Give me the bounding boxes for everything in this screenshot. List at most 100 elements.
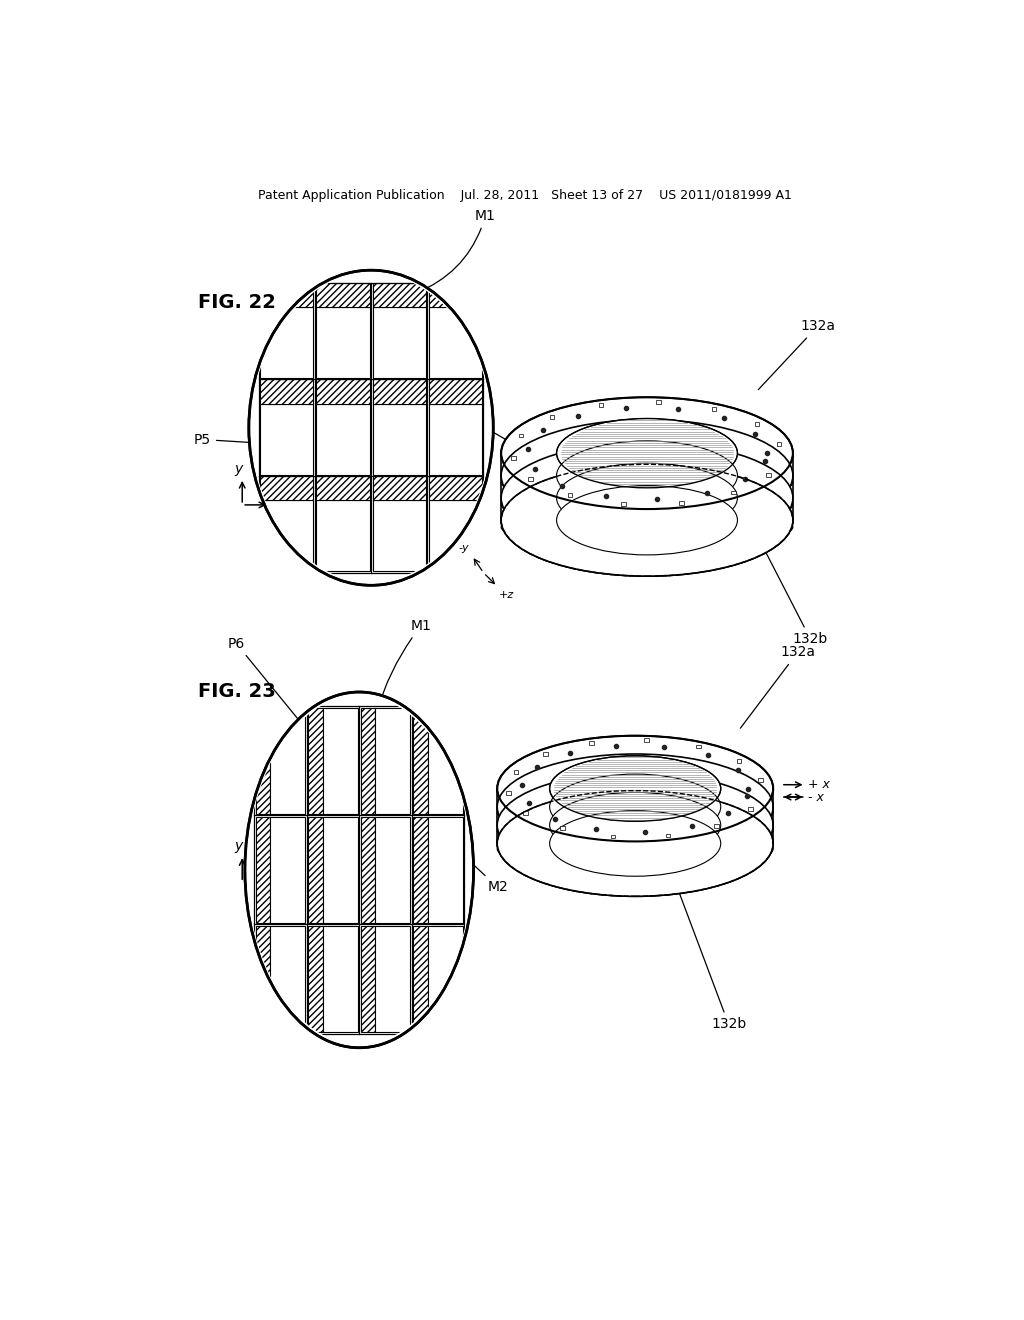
Bar: [256, 817, 270, 923]
Text: P6: P6: [227, 636, 300, 722]
Text: P5: P5: [194, 433, 264, 446]
Bar: [429, 500, 482, 572]
Ellipse shape: [501, 465, 793, 576]
Bar: [376, 817, 411, 923]
Ellipse shape: [557, 418, 737, 488]
Bar: [316, 404, 370, 474]
Bar: [256, 708, 270, 814]
Bar: [712, 407, 717, 411]
Bar: [428, 708, 463, 814]
Bar: [507, 791, 511, 795]
Bar: [528, 477, 534, 480]
Ellipse shape: [498, 735, 773, 841]
Bar: [256, 925, 270, 1032]
Bar: [323, 817, 357, 923]
Text: Patent Application Publication    Jul. 28, 2011   Sheet 13 of 27    US 2011/0181: Patent Application Publication Jul. 28, …: [258, 189, 792, 202]
Ellipse shape: [498, 772, 773, 878]
Bar: [428, 817, 463, 923]
Bar: [429, 379, 482, 404]
Bar: [376, 925, 411, 1032]
Text: - x: - x: [808, 791, 823, 804]
Bar: [523, 810, 527, 814]
Bar: [550, 414, 554, 418]
Bar: [656, 400, 662, 404]
Bar: [373, 477, 426, 500]
Bar: [360, 708, 376, 814]
Bar: [316, 308, 370, 378]
Bar: [766, 473, 771, 477]
Bar: [260, 477, 313, 500]
Text: 132b: 132b: [678, 888, 746, 1031]
Ellipse shape: [557, 441, 737, 510]
Text: x: x: [273, 874, 282, 887]
Bar: [360, 925, 376, 1032]
Text: 132a: 132a: [740, 645, 815, 729]
Bar: [376, 708, 411, 814]
Bar: [748, 808, 753, 810]
Text: FIG. 23: FIG. 23: [199, 682, 276, 701]
Bar: [260, 404, 313, 474]
Bar: [316, 282, 370, 308]
Bar: [511, 455, 516, 459]
Bar: [567, 494, 572, 498]
Bar: [518, 434, 523, 437]
Bar: [308, 925, 323, 1032]
Bar: [429, 404, 482, 474]
Bar: [514, 770, 518, 774]
Text: x: x: [273, 496, 282, 511]
Bar: [599, 403, 603, 407]
Text: M2: M2: [477, 425, 532, 459]
Ellipse shape: [550, 756, 721, 821]
Text: + x: + x: [808, 779, 829, 791]
Bar: [715, 824, 719, 828]
Bar: [560, 826, 564, 830]
Bar: [316, 379, 370, 404]
Bar: [373, 379, 426, 404]
Ellipse shape: [501, 442, 793, 554]
Text: 132b: 132b: [765, 550, 828, 647]
Bar: [696, 744, 701, 748]
Bar: [622, 502, 626, 506]
Bar: [758, 779, 763, 781]
Bar: [260, 379, 313, 404]
Bar: [360, 817, 376, 923]
Text: +z: +z: [499, 590, 514, 599]
Bar: [270, 817, 305, 923]
Text: M1: M1: [417, 209, 496, 293]
Ellipse shape: [498, 791, 773, 896]
Bar: [308, 708, 323, 814]
Bar: [323, 708, 357, 814]
Text: M1: M1: [377, 619, 431, 710]
Bar: [777, 442, 781, 446]
Bar: [428, 925, 463, 1032]
Bar: [308, 817, 323, 923]
Text: 132a: 132a: [759, 319, 836, 389]
Bar: [429, 477, 482, 500]
Bar: [680, 500, 684, 504]
Bar: [755, 421, 759, 425]
Bar: [429, 308, 482, 378]
Bar: [373, 500, 426, 572]
Ellipse shape: [550, 792, 721, 858]
Bar: [666, 834, 671, 837]
Bar: [270, 925, 305, 1032]
Bar: [731, 491, 735, 495]
Text: y: y: [234, 840, 243, 853]
Bar: [429, 282, 482, 308]
Bar: [414, 708, 428, 814]
Bar: [316, 477, 370, 500]
Bar: [373, 308, 426, 378]
Ellipse shape: [557, 486, 737, 554]
Bar: [414, 925, 428, 1032]
Ellipse shape: [501, 465, 793, 576]
Text: -y: -y: [459, 543, 470, 553]
Ellipse shape: [498, 791, 773, 896]
Text: FIG. 22: FIG. 22: [199, 293, 276, 312]
Bar: [414, 817, 428, 923]
Ellipse shape: [557, 463, 737, 532]
Bar: [316, 500, 370, 572]
Bar: [611, 834, 615, 838]
Ellipse shape: [501, 420, 793, 532]
Bar: [737, 759, 741, 763]
Bar: [644, 738, 648, 742]
